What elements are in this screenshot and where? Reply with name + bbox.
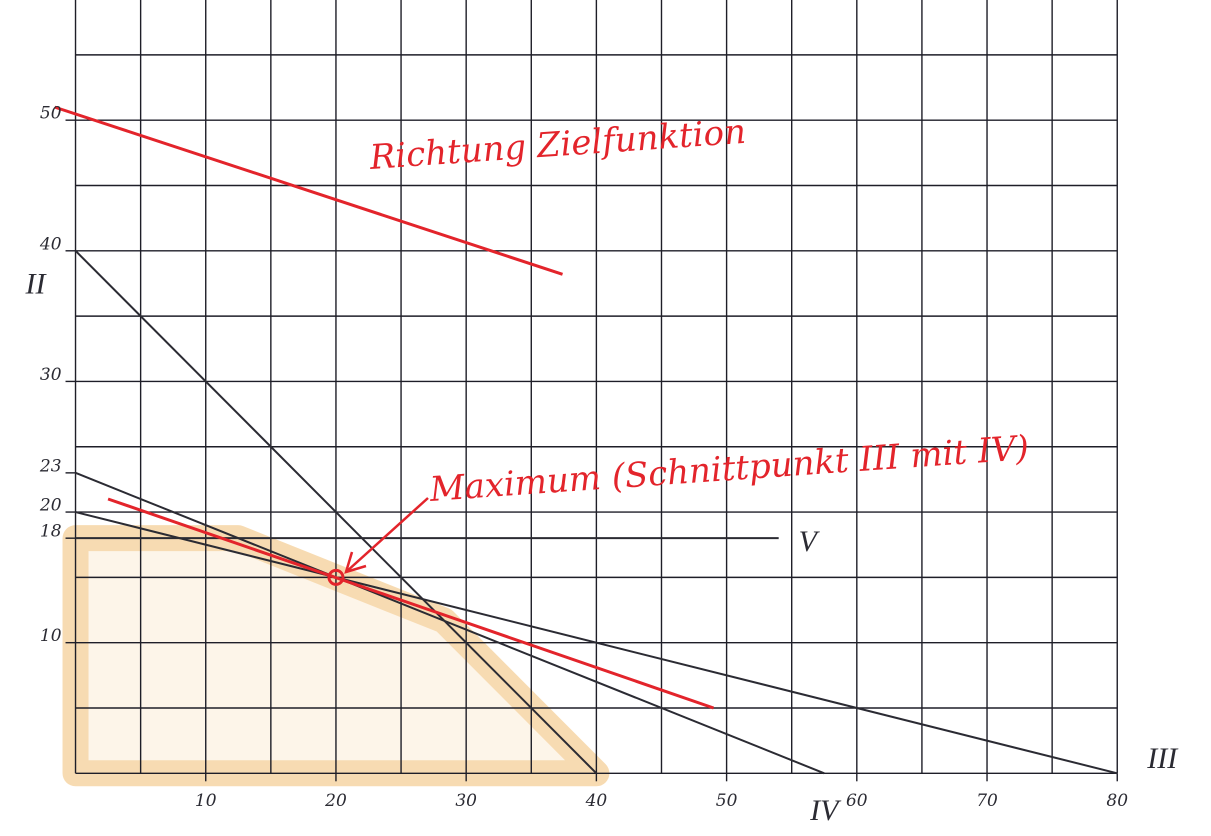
- y-tick-label: 23: [39, 456, 62, 476]
- y-tick-label: 18: [40, 522, 62, 542]
- line-label: III: [1146, 742, 1179, 775]
- line-label: IV: [809, 794, 842, 827]
- line-label: II: [25, 268, 48, 301]
- x-tick-label: 60: [846, 791, 868, 811]
- x-tick-label: 50: [716, 791, 738, 811]
- y-tick-label: 10: [40, 626, 62, 646]
- page: Richtung Zielfunktion Maximum (Schnittpu…: [0, 0, 1211, 836]
- y-tick-label: 40: [39, 234, 62, 254]
- x-tick-label: 20: [324, 791, 347, 811]
- x-tick-label: 80: [1106, 791, 1128, 811]
- chart: Richtung Zielfunktion Maximum (Schnittpu…: [0, 0, 1211, 836]
- x-tick-label: 30: [455, 791, 477, 811]
- maximum-annotation: Maximum (Schnittpunkt III mit IV): [427, 428, 1030, 510]
- y-tick-label: 50: [40, 104, 62, 124]
- line-label: V: [799, 525, 821, 558]
- x-tick-label: 10: [195, 791, 217, 811]
- x-tick-label: 70: [976, 791, 998, 811]
- y-tick-label: 20: [39, 496, 62, 516]
- direction-annotation: Richtung Zielfunktion: [367, 112, 747, 178]
- y-tick-label: 30: [40, 365, 62, 385]
- x-tick-label: 40: [585, 791, 608, 811]
